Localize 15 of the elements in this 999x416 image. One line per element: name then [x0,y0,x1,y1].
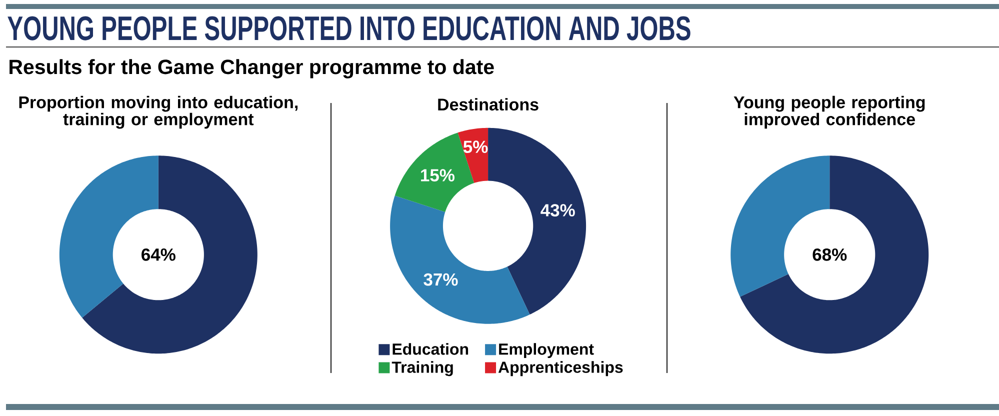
data-label: 68% [812,248,847,261]
legend-label: Apprenticeships [498,361,623,376]
text: YOUNG PEOPLE SUPPORTED INTO EDUCATION AND JOBS [8,16,690,40]
data-label: 5% [463,140,488,154]
legend-label: Employment [499,343,594,358]
legend-label: Education [392,343,468,355]
legend-label: Training [392,361,453,376]
chart-title: Young people reporting improved confidence [734,96,925,129]
data-label: 37% [424,273,458,286]
data-label: 15% [421,169,455,182]
text: Results for the Game Changer programme to date [10,59,494,78]
chart-title: Destinations [438,98,538,111]
data-label: 64% [142,248,176,261]
chart-title: Proportion moving into education, training or employment [19,96,298,129]
data-label: 43% [540,204,575,216]
